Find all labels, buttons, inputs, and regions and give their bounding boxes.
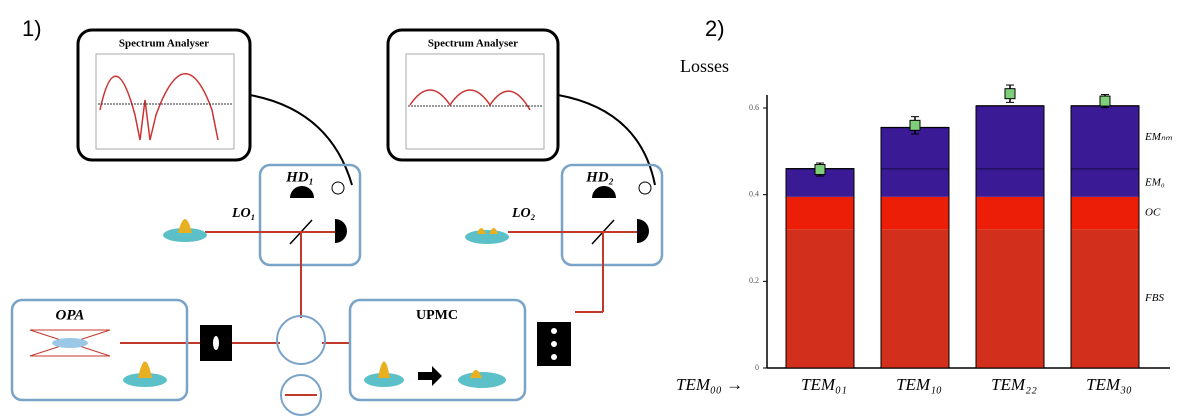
bar-segment xyxy=(976,197,1044,230)
circulator xyxy=(277,316,325,364)
x-tick-label: TEM₀₁ xyxy=(801,375,847,394)
bar-segment xyxy=(786,197,854,230)
mode-icon xyxy=(178,219,192,233)
mode-icon xyxy=(138,362,152,379)
y-tick-label: 0.2 xyxy=(749,276,759,285)
bar-segment xyxy=(881,169,949,197)
x-tick-label: TEM₃₀ xyxy=(1086,375,1132,394)
mode-mask xyxy=(551,328,557,360)
y-tick-label: 0.4 xyxy=(749,189,759,198)
mode-icon xyxy=(470,370,482,378)
chart: 2) Losses TEM₀₀ → 0 0.2 0.4 0.6 FBS OC EM₀ EMₙₘ… xyxy=(676,16,1172,394)
y-tick-label: 0.6 xyxy=(749,103,759,112)
photodiode xyxy=(637,219,649,243)
y-tick-label: 0 xyxy=(755,363,759,372)
detector-label: HD₁ xyxy=(285,169,314,185)
bar-segment xyxy=(881,197,949,230)
lo-label: LO₁ xyxy=(231,206,256,221)
photodiode xyxy=(290,186,314,198)
series-label: EM₀ xyxy=(1144,176,1165,188)
x-tick-label: TEM₁₀ xyxy=(896,375,942,394)
panel-label: 2) xyxy=(705,16,725,41)
mode-icon xyxy=(378,362,390,379)
analyser-screen xyxy=(96,54,234,149)
marker xyxy=(1100,96,1110,106)
bar-segment xyxy=(1071,229,1139,368)
bar-segment xyxy=(976,106,1044,169)
marker xyxy=(1005,89,1015,99)
upmc-label: UPMC xyxy=(416,308,458,323)
bar-segment xyxy=(1071,197,1139,230)
panel-label: 1) xyxy=(22,16,42,41)
opa-label: OPA xyxy=(56,307,85,323)
opa-box xyxy=(12,300,187,400)
marker xyxy=(910,120,920,130)
mode-icon xyxy=(458,372,506,388)
mode-icon xyxy=(465,230,509,244)
bar-segment xyxy=(1071,106,1139,169)
analyser-label: Spectrum Analyser xyxy=(119,38,209,50)
detector-label: HD₂ xyxy=(585,169,614,185)
bar-segment xyxy=(1071,169,1139,197)
x-tick-label: TEM₂₂ xyxy=(991,375,1037,394)
crystal xyxy=(52,338,88,348)
figure: 1) Spectrum Analyser Spectrum Analyser H… xyxy=(0,0,1188,419)
mode-mask xyxy=(213,336,219,350)
x-axis-label: TEM₀₀ → xyxy=(676,375,743,394)
bar-segment xyxy=(786,229,854,368)
mixer xyxy=(639,182,651,194)
bar-segment xyxy=(976,229,1044,368)
series-label: EMₙₘ xyxy=(1144,131,1172,143)
mixer xyxy=(332,182,344,194)
series-label: FBS xyxy=(1144,292,1164,304)
bar-segment xyxy=(976,169,1044,197)
y-axis-label: Losses xyxy=(680,56,729,76)
bar-segment xyxy=(881,229,949,368)
marker xyxy=(815,165,825,175)
lo-label: LO₂ xyxy=(511,206,536,221)
analyser-label: Spectrum Analyser xyxy=(428,38,518,50)
analyser-screen xyxy=(406,54,544,149)
photodiode xyxy=(335,219,347,243)
series-label: OC xyxy=(1145,207,1161,219)
photodiode xyxy=(592,186,616,198)
arrow xyxy=(418,366,442,386)
